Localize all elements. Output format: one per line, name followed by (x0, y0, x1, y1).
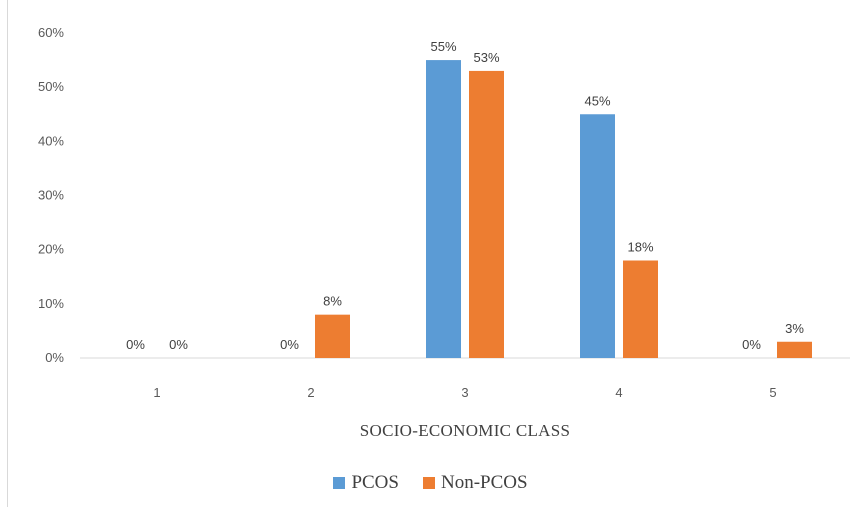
bars (315, 60, 812, 359)
data-label: 8% (323, 294, 342, 309)
bar-pcos-4 (580, 114, 615, 358)
y-tick-label: 20% (38, 242, 64, 257)
bar-non-pcos-3 (469, 70, 504, 359)
legend-label-non-pcos: Non-PCOS (440, 472, 528, 493)
bar-non-pcos-2 (315, 314, 350, 358)
y-tick-label: 10% (38, 296, 64, 311)
legend-item-pcos: PCOS (333, 472, 399, 494)
x-tick-label: 2 (307, 385, 314, 400)
legend-item-non-pcos: Non-PCOS (422, 472, 528, 494)
bar-non-pcos-4 (623, 260, 658, 358)
data-label: 53% (473, 50, 499, 65)
x-tick-label: 1 (153, 385, 160, 400)
y-tick-label: 60% (38, 25, 64, 40)
bar-pcos-3 (426, 60, 461, 358)
y-tick-label: 0% (45, 350, 64, 365)
x-tick-label: 4 (615, 385, 622, 400)
y-tick-label: 40% (38, 133, 64, 148)
data-label: 45% (584, 93, 610, 108)
legend-label-pcos: PCOS (351, 472, 399, 493)
y-axis-ticks: 0% 10% 20% 30% 40% 50% 60% (38, 25, 64, 365)
data-label: 0% (280, 337, 299, 352)
data-label: 0% (126, 337, 145, 352)
x-tick-label: 3 (461, 385, 468, 400)
frame-border (7, 0, 8, 507)
data-label: 0% (169, 337, 188, 352)
data-label: 55% (430, 39, 456, 54)
y-tick-label: 30% (38, 188, 64, 203)
x-tick-label: 5 (769, 385, 776, 400)
data-label: 3% (785, 321, 804, 336)
bar-non-pcos-5 (777, 341, 812, 358)
legend: PCOS Non-PCOS (0, 472, 861, 494)
legend-swatch-pcos (333, 477, 346, 489)
x-axis-ticks: 1 2 3 4 5 (153, 385, 776, 400)
y-tick-label: 50% (38, 79, 64, 94)
data-label: 0% (742, 337, 761, 352)
data-labels: 0% 0% 55% 45% 0% 0% 8% 53% 18% 3% (126, 39, 804, 352)
legend-swatch-non-pcos (422, 477, 435, 489)
data-label: 18% (627, 240, 653, 255)
x-axis-title: SOCIO-ECONOMIC CLASS (360, 421, 571, 440)
